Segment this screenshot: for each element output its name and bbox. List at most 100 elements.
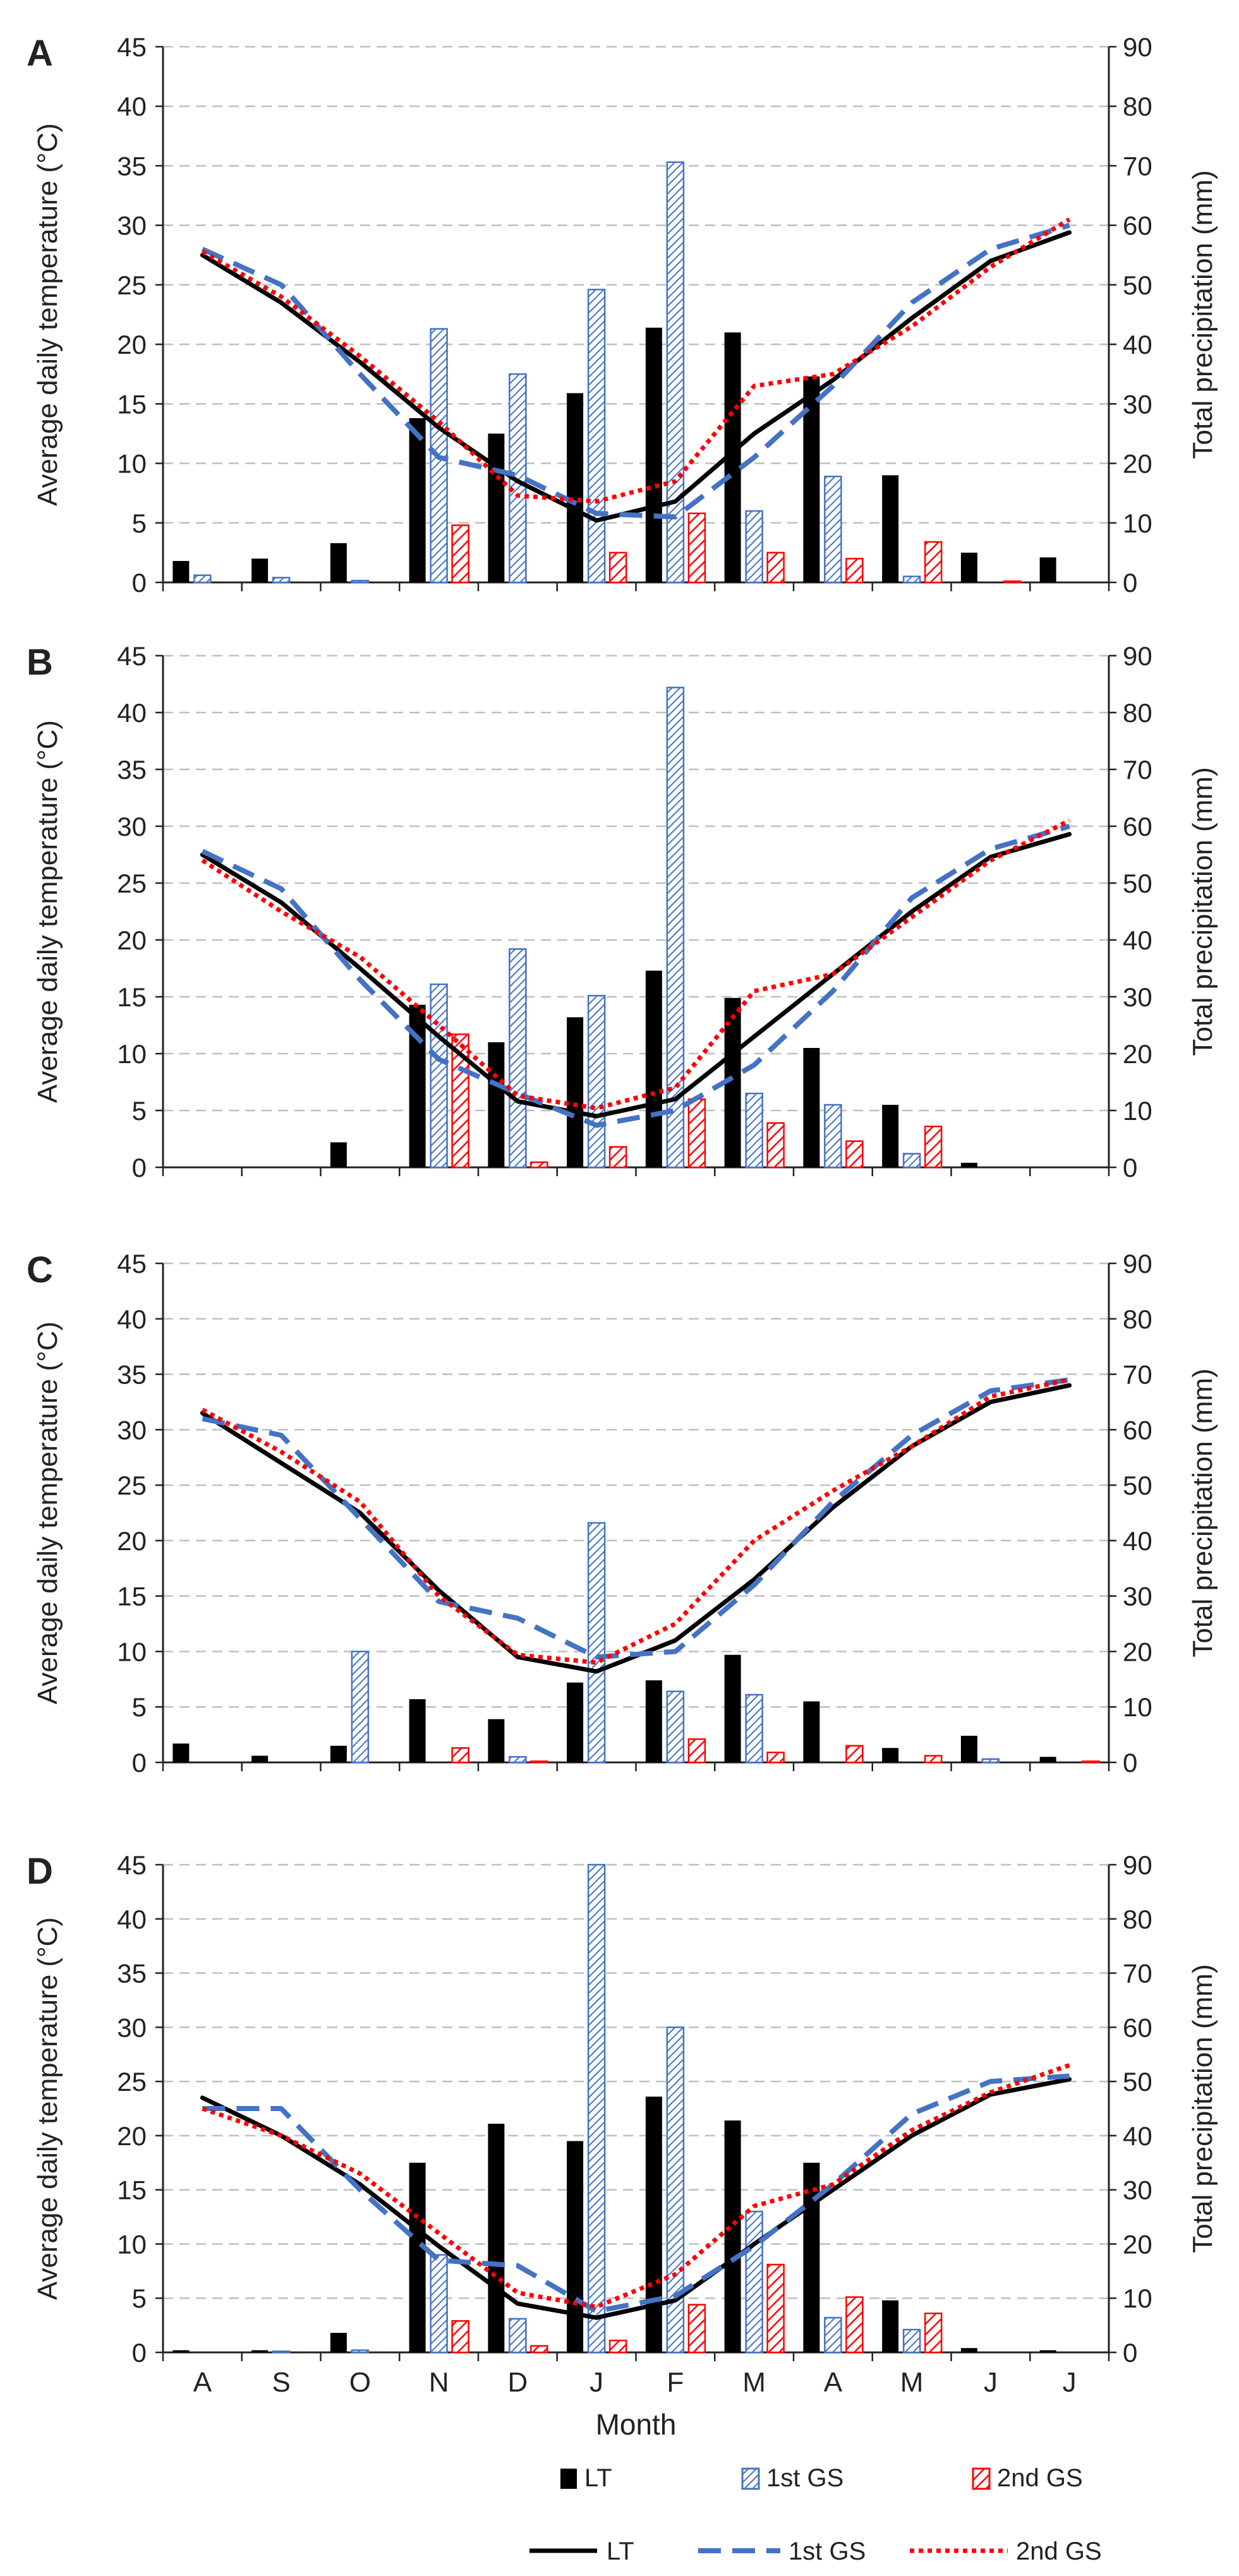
bar-lt-m [882,1748,899,1762]
bar-lt-n [409,2162,426,2352]
panel-d: D 0 5 10 15 20 25 30 35 40 45 0 10 20 30 40 50 60 70 80 90 Av… [27,1850,1218,2441]
bar-gs2-a [845,558,864,584]
line-gs2 [201,1377,1070,1665]
right-tick-label: 10 [1123,1096,1152,1126]
left-tick-label: 35 [117,151,147,181]
bar-lt-d [488,1719,505,1762]
legend-bar-gs1-swatch [741,2467,760,2490]
legend-line-gs1-label: 1st GS [789,2537,866,2565]
legend-bar-lt-label: LT [584,2464,612,2492]
left-axis-title: Average daily temperature (°C) [32,1917,63,2300]
bar-gs1-s [272,577,291,584]
bar-gs1-d [509,948,527,1169]
bar-lt-s [251,2350,269,2352]
left-tick-label: 40 [117,1905,147,1934]
bar-lt-a [172,1743,190,1762]
left-tick-label: 15 [117,1582,147,1611]
left-tick-label: 20 [117,2121,147,2151]
bar-gs2-j [608,1146,627,1169]
left-tick-label: 20 [117,330,147,359]
bar-gs2-f [687,1738,706,1764]
right-tick-label: 70 [1123,151,1152,181]
panel-label: B [27,642,53,683]
x-tick-label: F [667,2367,684,2398]
right-tick-label: 50 [1123,1471,1152,1500]
line-gs2 [202,2063,1070,2309]
bar-gs1-j [981,1758,1000,1764]
bar-lt-j [567,1017,584,1167]
bar-lt-a [803,1048,820,1167]
right-tick-label: 60 [1123,2013,1152,2042]
right-tick-label: 80 [1123,92,1152,121]
x-tick-label: M [900,2367,924,2398]
left-tick-label: 5 [132,1096,147,1126]
bar-lt-j [1039,2350,1056,2352]
left-axis-title: Average daily temperature (°C) [32,123,63,506]
bar-gs1-j [587,289,606,584]
bar-gs2-d [530,1760,548,1764]
right-tick-label: 90 [1123,1850,1152,1880]
x-tick-label: D [507,2367,528,2398]
bar-gs2-a [845,1140,864,1169]
bar-gs2-m [924,1755,943,1764]
left-tick-label: 30 [117,211,147,241]
bar-gs2-n [451,2320,469,2354]
left-tick-label: 45 [117,32,147,62]
bar-lt-j [960,1735,977,1762]
right-tick-label: 0 [1123,1153,1137,1183]
left-tick-label: 25 [117,1471,147,1500]
bar-lt-f [645,2097,662,2352]
bar-lt-s [251,558,269,582]
bar-gs2-a [845,2296,864,2354]
right-tick-label: 70 [1123,755,1152,785]
bar-gs1-m [902,2328,921,2354]
bar-gs2-j [1082,1760,1100,1764]
legend-bar-gs1-label: 1st GS [766,2464,843,2492]
bar-lt-f [645,1680,662,1762]
left-tick-label: 25 [117,869,147,898]
bar-lt-n [409,418,426,582]
right-tick-label: 10 [1123,2284,1152,2313]
bar-gs1-n [430,983,448,1169]
left-tick-label: 0 [132,1748,147,1778]
bar-gs1-m [902,1153,921,1169]
bar-lt-o [330,1142,347,1167]
panel-a: A 0 5 10 15 20 25 30 35 40 45 0 10 20 30 40 50 60 70 80 90 Av… [27,32,1218,598]
right-tick-label: 90 [1123,641,1152,671]
left-tick-label: 35 [117,755,147,785]
bar-gs2-f [687,1098,706,1169]
bar-lt-n [409,1699,426,1762]
bar-lt-s [251,1755,269,1762]
bar-gs1-d [509,1755,527,1764]
bar-lt-m [882,1105,899,1167]
right-tick-label: 10 [1123,1692,1152,1722]
bar-gs1-m [745,510,763,584]
left-tick-label: 0 [132,2338,147,2368]
bar-gs1-a [824,1104,842,1169]
bar-gs1-n [430,2254,448,2354]
bar-lt-a [172,561,190,582]
right-axis-title: Total precipitation (mm) [1187,767,1218,1056]
right-tick-label: 60 [1123,1415,1152,1445]
left-tick-label: 25 [117,2067,147,2097]
bar-gs2-f [687,2304,706,2354]
bar-gs1-d [509,2318,527,2354]
left-tick-label: 40 [117,1304,147,1334]
legend-line-lt-label: LT [607,2537,634,2565]
right-tick-label: 10 [1123,509,1152,538]
bar-lt-j [567,393,584,582]
right-tick-label: 20 [1123,1637,1152,1666]
right-tick-label: 30 [1123,2176,1152,2205]
left-axis-title: Average daily temperature (°C) [32,720,63,1103]
left-tick-label: 40 [117,698,147,728]
legend-bar-lt-swatch [560,2469,577,2489]
left-tick-label: 25 [117,270,147,300]
left-tick-label: 10 [117,449,147,479]
legend-bar-gs2-swatch [972,2467,991,2490]
bar-gs2-n [451,524,469,584]
bar-gs2-m [766,2263,785,2354]
right-axis-title: Total precipitation (mm) [1187,170,1218,459]
right-tick-label: 80 [1123,1304,1152,1334]
bar-gs1-o [351,2349,370,2354]
